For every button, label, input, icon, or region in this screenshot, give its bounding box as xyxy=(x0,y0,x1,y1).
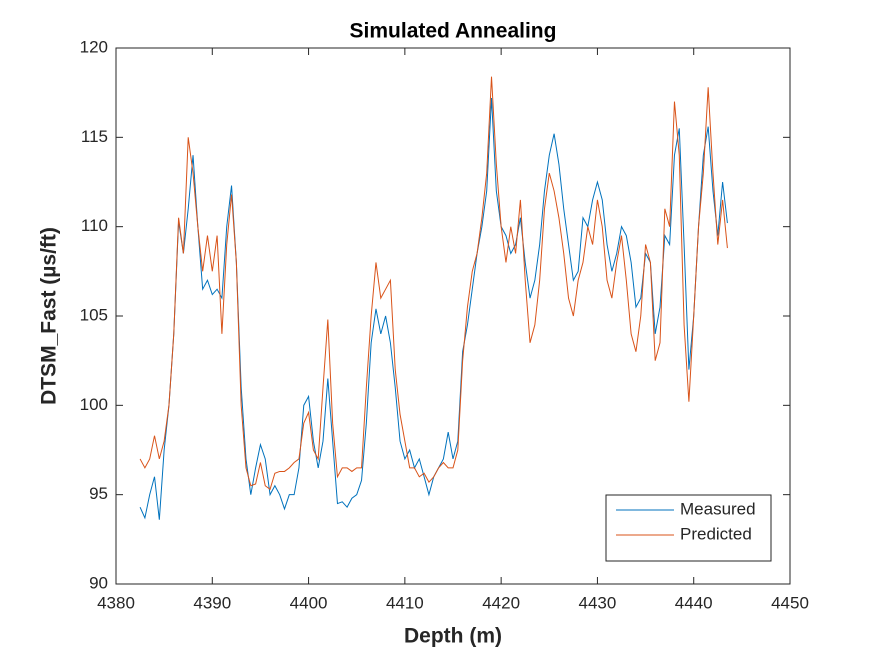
y-axis-label: DTSM_Fast (µs/ft) xyxy=(38,227,61,405)
x-tick-label: 4410 xyxy=(386,593,424,612)
chart-title: Simulated Annealing xyxy=(350,20,557,43)
y-tick-label: 120 xyxy=(80,37,108,56)
y-tick-label: 110 xyxy=(81,216,108,235)
data-line xyxy=(139,76,728,491)
y-tick-label: 105 xyxy=(80,305,108,324)
x-axis-label: Depth (m) xyxy=(404,625,502,648)
x-tick-label: 4450 xyxy=(771,593,809,612)
legend-label: Measured xyxy=(680,499,756,518)
x-tick-label: 4390 xyxy=(193,593,231,612)
x-tick-label: 4400 xyxy=(290,593,328,612)
legend: Measured Predicted xyxy=(605,494,772,562)
legend-label: Predicted xyxy=(680,524,752,543)
x-tick-label: 4420 xyxy=(482,593,520,612)
legend-box xyxy=(605,494,772,562)
y-tick-label: 95 xyxy=(89,484,108,503)
y-tick-label: 100 xyxy=(80,395,108,414)
x-tick-label: 4430 xyxy=(579,593,617,612)
y-tick-label: 90 xyxy=(89,573,108,592)
x-tick-label: 4440 xyxy=(675,593,713,612)
y-tick-label: 115 xyxy=(81,127,108,146)
x-tick-label: 4380 xyxy=(97,593,135,612)
